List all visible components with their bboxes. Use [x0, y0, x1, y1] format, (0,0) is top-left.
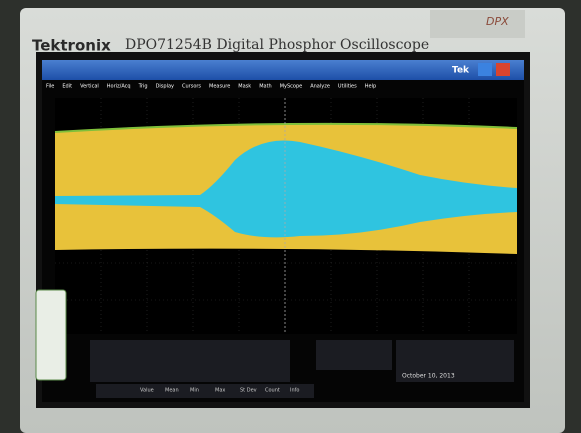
timebase-readout	[316, 340, 392, 370]
menu-item[interactable]: MyScope	[280, 84, 303, 90]
menu-item[interactable]: File	[46, 84, 54, 90]
column-header: Info	[290, 388, 299, 394]
menu-item[interactable]: Help	[365, 84, 376, 90]
badge: DPX	[486, 15, 509, 28]
close-button[interactable]	[496, 63, 510, 76]
page: Tektronix DPO71254B Digital Phosphor Osc…	[0, 0, 581, 433]
model: DPO71254B Digital Phosphor Oscilloscope	[125, 37, 429, 53]
column-header: St Dev	[240, 388, 257, 394]
column-header: Min	[190, 388, 199, 394]
column-header: Value	[140, 388, 154, 394]
logo: Tek	[452, 66, 470, 76]
measurement-table	[96, 384, 314, 398]
brand: Tektronix	[32, 37, 111, 55]
menu-item[interactable]: Cursors	[182, 84, 201, 90]
column-header: Count	[265, 388, 280, 394]
badge-area	[430, 10, 525, 38]
menu-item[interactable]: Edit	[62, 84, 72, 90]
menu-item[interactable]: Math	[259, 84, 272, 90]
menu-item[interactable]: Analyze	[310, 84, 330, 90]
sticker	[36, 290, 66, 380]
menu-item[interactable]: Mask	[238, 84, 251, 90]
date: October 10, 2013	[402, 373, 455, 380]
menu-item[interactable]: Utilities	[338, 84, 357, 90]
column-header: Max	[215, 388, 225, 394]
menu-bar: File Edit Vertical Horiz/Acq Trig Display Curs…	[46, 84, 376, 90]
photo: Tektronix DPO71254B Digital Phosphor Osc…	[0, 0, 581, 433]
channel-readouts	[90, 340, 290, 382]
menu-item[interactable]: Horiz/Acq	[107, 84, 131, 90]
column-header: Mean	[165, 388, 179, 394]
menu-item[interactable]: Vertical	[80, 84, 99, 90]
menu-item[interactable]: Measure	[209, 84, 230, 90]
menu-item[interactable]: Trig	[138, 84, 148, 90]
menu-item[interactable]: Display	[156, 84, 174, 90]
minimize-button[interactable]	[478, 63, 492, 76]
